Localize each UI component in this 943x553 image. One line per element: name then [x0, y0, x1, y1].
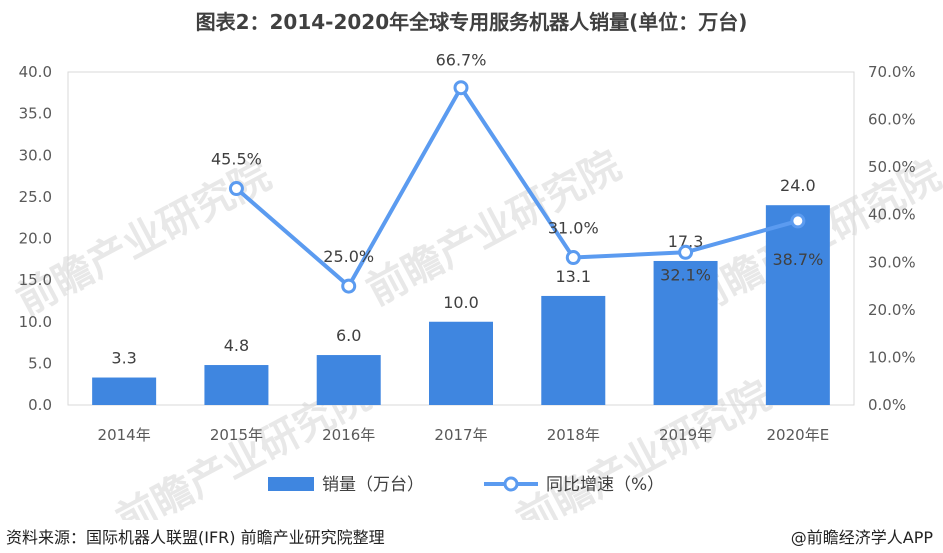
bar [765, 205, 830, 405]
left-tick-label: 5.0 [28, 354, 52, 372]
bar-value-label: 13.1 [555, 267, 591, 286]
left-axis: 0.0 5.0 10.0 15.0 20.0 25.0 30.0 35.0 40.0 [19, 63, 52, 414]
legend: 销量（万台） 同比增速（%） [268, 475, 664, 495]
x-axis: 2014年 2015年 2016年 2017年 2018年 2019年 2020年E [98, 426, 830, 444]
line-value-label: 66.7% [436, 51, 487, 70]
x-tick-label: 2019年 [659, 426, 712, 444]
line-value-label: 38.7% [772, 250, 823, 269]
legend-line-marker [503, 476, 519, 492]
x-tick-label: 2017年 [434, 426, 487, 444]
line-point [790, 213, 806, 229]
x-tick-label: 2018年 [547, 426, 600, 444]
line-point [341, 278, 357, 294]
line-labels: 45.5% 25.0% 66.7% 31.0% 32.1% 38.7% [211, 51, 823, 285]
line-point [453, 80, 469, 96]
bar-value-label: 3.3 [111, 349, 136, 368]
right-tick-label: 20.0% [868, 301, 916, 319]
legend-bar-swatch [268, 477, 314, 491]
bar-value-label: 4.8 [224, 336, 249, 355]
line-point [678, 244, 694, 260]
right-tick-label: 30.0% [868, 253, 916, 271]
left-tick-label: 20.0 [19, 230, 52, 248]
bar-value-label: 10.0 [443, 293, 479, 312]
x-tick-label: 2015年 [210, 426, 263, 444]
line-value-label: 31.0% [548, 219, 599, 238]
x-tick-label: 2014年 [98, 426, 151, 444]
chart-area: 前瞻产业研究院前瞻产业研究院前瞻产业研究院前瞻产业研究院前瞻产业研究院 0.05… [9, 51, 943, 520]
left-tick-label: 25.0 [19, 188, 52, 206]
bar [653, 260, 718, 405]
left-tick-label: 40.0 [19, 63, 52, 81]
bar [541, 295, 606, 405]
legend-bar-label: 销量（万台） [322, 475, 424, 495]
right-tick-label: 0.0% [868, 396, 906, 414]
bar [429, 321, 493, 405]
left-tick-label: 35.0 [19, 105, 52, 123]
right-axis: 0.0% 10.0% 20.0% 30.0% 40.0% 50.0% 60.0% 70.0% [868, 63, 916, 414]
bar [316, 355, 381, 405]
bar-value-label: 6.0 [336, 326, 361, 345]
bar-series [92, 205, 830, 405]
bar-labels: 3.3 4.8 6.0 10.0 13.1 17.3 24.0 [111, 176, 815, 367]
source-note: 资料来源：国际机器人联盟(IFR) 前瞻产业研究院整理 [6, 528, 385, 547]
x-tick-label: 2016年 [322, 426, 375, 444]
credit-note: @前瞻经济学人APP [790, 528, 933, 547]
line-value-label: 45.5% [211, 150, 262, 169]
line-point [565, 250, 581, 266]
line-point [228, 181, 244, 197]
left-tick-label: 0.0 [28, 396, 52, 414]
bar [204, 365, 269, 405]
bar-value-label: 24.0 [780, 176, 816, 195]
x-tick-label: 2020年E [767, 426, 830, 444]
right-tick-label: 10.0% [868, 348, 916, 366]
right-tick-label: 70.0% [868, 63, 916, 81]
growth-line [235, 85, 799, 289]
left-tick-label: 10.0 [19, 313, 52, 331]
left-tick-label: 30.0 [19, 146, 52, 164]
left-tick-label: 15.0 [19, 271, 52, 289]
right-tick-label: 60.0% [868, 111, 916, 129]
right-tick-label: 40.0% [868, 206, 916, 224]
right-tick-label: 50.0% [868, 158, 916, 176]
chart-title: 图表2：2014-2020年全球专用服务机器人销量(单位：万台) [195, 10, 748, 34]
legend-line-label: 同比增速（%） [546, 475, 664, 495]
bar-value-label: 17.3 [668, 232, 704, 251]
line-value-label: 25.0% [323, 247, 374, 266]
line-value-label: 32.1% [660, 265, 711, 284]
bar [92, 377, 157, 405]
line-series [228, 80, 806, 294]
